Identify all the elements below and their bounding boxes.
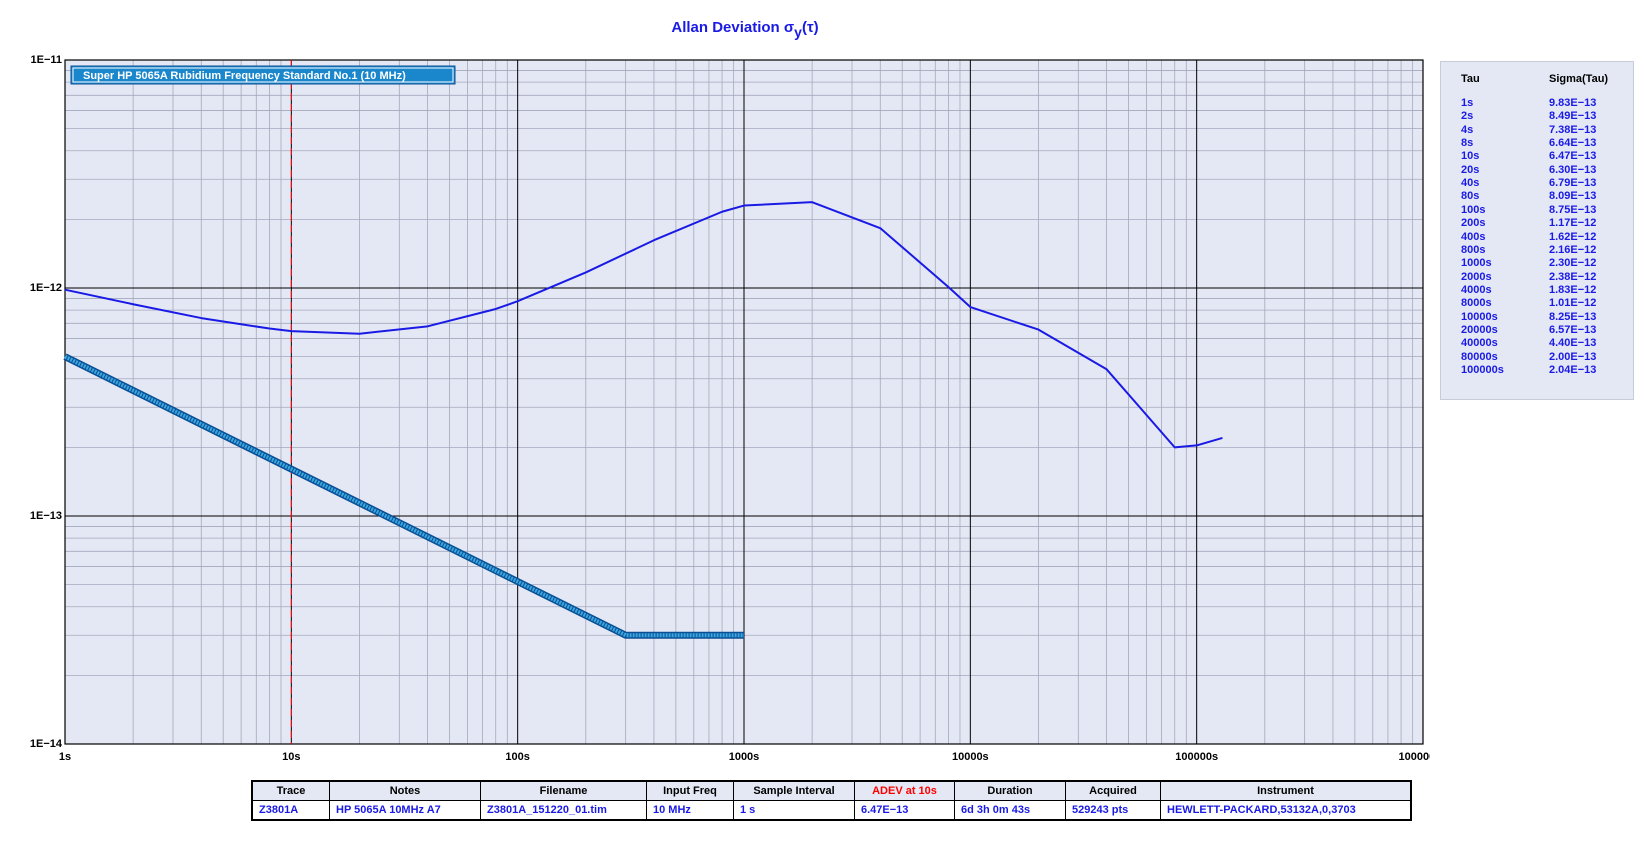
sigma-cell: 6.79E−13 xyxy=(1549,177,1597,190)
data-cell: Z3801A_151220_01.tim xyxy=(480,800,647,821)
sigma-cell: 2.30E−12 xyxy=(1549,257,1597,270)
data-cell: 6.47E−13 xyxy=(854,800,955,821)
tau-cell: 20s xyxy=(1461,163,1480,176)
tau-cell: 40000s xyxy=(1461,337,1498,350)
y-tick-label: 1E−13 xyxy=(30,510,62,522)
tau-cell: 100000s xyxy=(1461,364,1504,376)
tau-cell: 8s xyxy=(1461,137,1474,150)
legend: Super HP 5065A Rubidium Frequency Standa… xyxy=(70,65,456,85)
header-cell: ADEV at 10s xyxy=(854,780,955,801)
data-cell: 1 s xyxy=(733,800,855,821)
x-tick-label: 1000000s xyxy=(1399,751,1430,763)
sigma-cell: 1.83E−12 xyxy=(1549,283,1597,296)
noise-floor xyxy=(64,354,744,638)
header-cell: Notes xyxy=(329,780,481,801)
chart-title: Allan Deviation σy(τ) xyxy=(671,19,818,40)
header-cell: Trace xyxy=(251,780,330,801)
sigma-cell: 6.30E−13 xyxy=(1549,163,1597,176)
tau-cell: 4000s xyxy=(1461,283,1492,296)
y-tick-label: 1E−11 xyxy=(30,54,62,66)
tau-cell: 80000s xyxy=(1461,350,1498,363)
tau-cell: 10s xyxy=(1461,150,1480,163)
table-header: Sigma(Tau) xyxy=(1549,73,1609,85)
tau-cell: 10000s xyxy=(1461,310,1498,323)
legend-label: Super HP 5065A Rubidium Frequency Standa… xyxy=(83,70,406,82)
sigma-cell: 2.16E−12 xyxy=(1549,243,1597,256)
header-cell: Instrument xyxy=(1160,780,1412,801)
sigma-cell: 6.57E−13 xyxy=(1549,323,1597,336)
tau-cell: 1s xyxy=(1461,97,1474,109)
tau-cell: 40s xyxy=(1461,177,1480,190)
data-cell: HEWLETT-PACKARD,53132A,0,3703 xyxy=(1160,800,1412,821)
x-tick-label: 100000s xyxy=(1175,751,1218,763)
data-cell: Z3801A xyxy=(251,800,330,821)
data-cell: 10 MHz xyxy=(646,800,734,821)
sigma-cell: 2.04E−13 xyxy=(1549,364,1597,376)
x-tick-label: 10s xyxy=(282,751,300,763)
info-table: Trace Notes Filename Input Freq Sample Inter… xyxy=(251,780,1412,821)
legend-inner xyxy=(72,67,454,83)
header-cell: Filename xyxy=(480,780,647,801)
sigma-cell: 8.75E−13 xyxy=(1549,203,1597,216)
sigma-cell: 2.00E−13 xyxy=(1549,350,1597,363)
title-tail: (τ) xyxy=(802,19,819,36)
table-header: Tau xyxy=(1461,73,1480,85)
tau-cell: 200s xyxy=(1461,217,1486,230)
data-cell: 6d 3h 0m 43s xyxy=(954,800,1066,821)
data-row: Z3801A HP 5065A 10MHz A7 Z3801A_151220_01.… xyxy=(251,800,1412,821)
legend-box xyxy=(70,65,456,85)
tau-cell: 100s xyxy=(1461,203,1486,216)
y-tick-label: 1E−12 xyxy=(30,282,62,294)
tau-cell: 800s xyxy=(1461,243,1486,256)
sigma-cell: 4.40E−13 xyxy=(1549,337,1597,350)
tau-cell: 2000s xyxy=(1461,270,1492,283)
sigma-cell: 8.09E−13 xyxy=(1549,190,1597,203)
sigma-cell: 6.47E−13 xyxy=(1549,150,1597,163)
sigma-table: Tau Sigma(Tau) 1s 9.83E−13 2s 8.49E−13 4s 7.38E… xyxy=(1440,61,1634,400)
x-tick-label: 100s xyxy=(505,751,529,763)
x-tick-label: 1000s xyxy=(729,751,760,763)
sigma-cell: 1.17E−12 xyxy=(1549,217,1597,230)
x-tick-label: 10000s xyxy=(952,751,989,763)
chart: Allan Deviation σy(τ) 1s 10s 100s 1000s 1000… xyxy=(30,19,1430,763)
header-cell: Acquired xyxy=(1065,780,1161,801)
header-cell: Input Freq xyxy=(646,780,734,801)
tau-cell: 20000s xyxy=(1461,323,1498,336)
tau-cell: 1000s xyxy=(1461,257,1492,270)
sigma-cell: 9.83E−13 xyxy=(1549,97,1597,109)
header-row: Trace Notes Filename Input Freq Sample Inter… xyxy=(251,780,1412,801)
sigma-cell: 8.49E−13 xyxy=(1549,110,1597,123)
x-tick-label: 1s xyxy=(59,751,71,763)
header-cell: Sample Interval xyxy=(733,780,855,801)
tau-cell: 80s xyxy=(1461,190,1480,203)
sigma-cell: 8.25E−13 xyxy=(1549,310,1597,323)
title-main: Allan Deviation σ xyxy=(671,19,794,36)
data-cell: 529243 pts xyxy=(1065,800,1161,821)
tau-cell: 400s xyxy=(1461,230,1486,243)
sigma-cell: 6.64E−13 xyxy=(1549,137,1597,150)
sigma-cell: 1.01E−12 xyxy=(1549,297,1597,310)
sigma-cell: 1.62E−12 xyxy=(1549,230,1597,243)
sigma-cell: 7.38E−13 xyxy=(1549,123,1597,136)
plot-frame xyxy=(64,59,1424,745)
title-sub: y xyxy=(794,24,802,40)
tau-cell: 8000s xyxy=(1461,297,1492,310)
header-cell: Duration xyxy=(954,780,1066,801)
series-line xyxy=(64,201,1223,449)
sigma-cell: 2.38E−12 xyxy=(1549,270,1597,283)
y-tick-label: 1E−14 xyxy=(30,738,63,750)
data-cell: HP 5065A 10MHz A7 xyxy=(329,800,481,821)
tau-cell: 2s xyxy=(1461,110,1474,123)
tau-cell: 4s xyxy=(1461,123,1474,136)
